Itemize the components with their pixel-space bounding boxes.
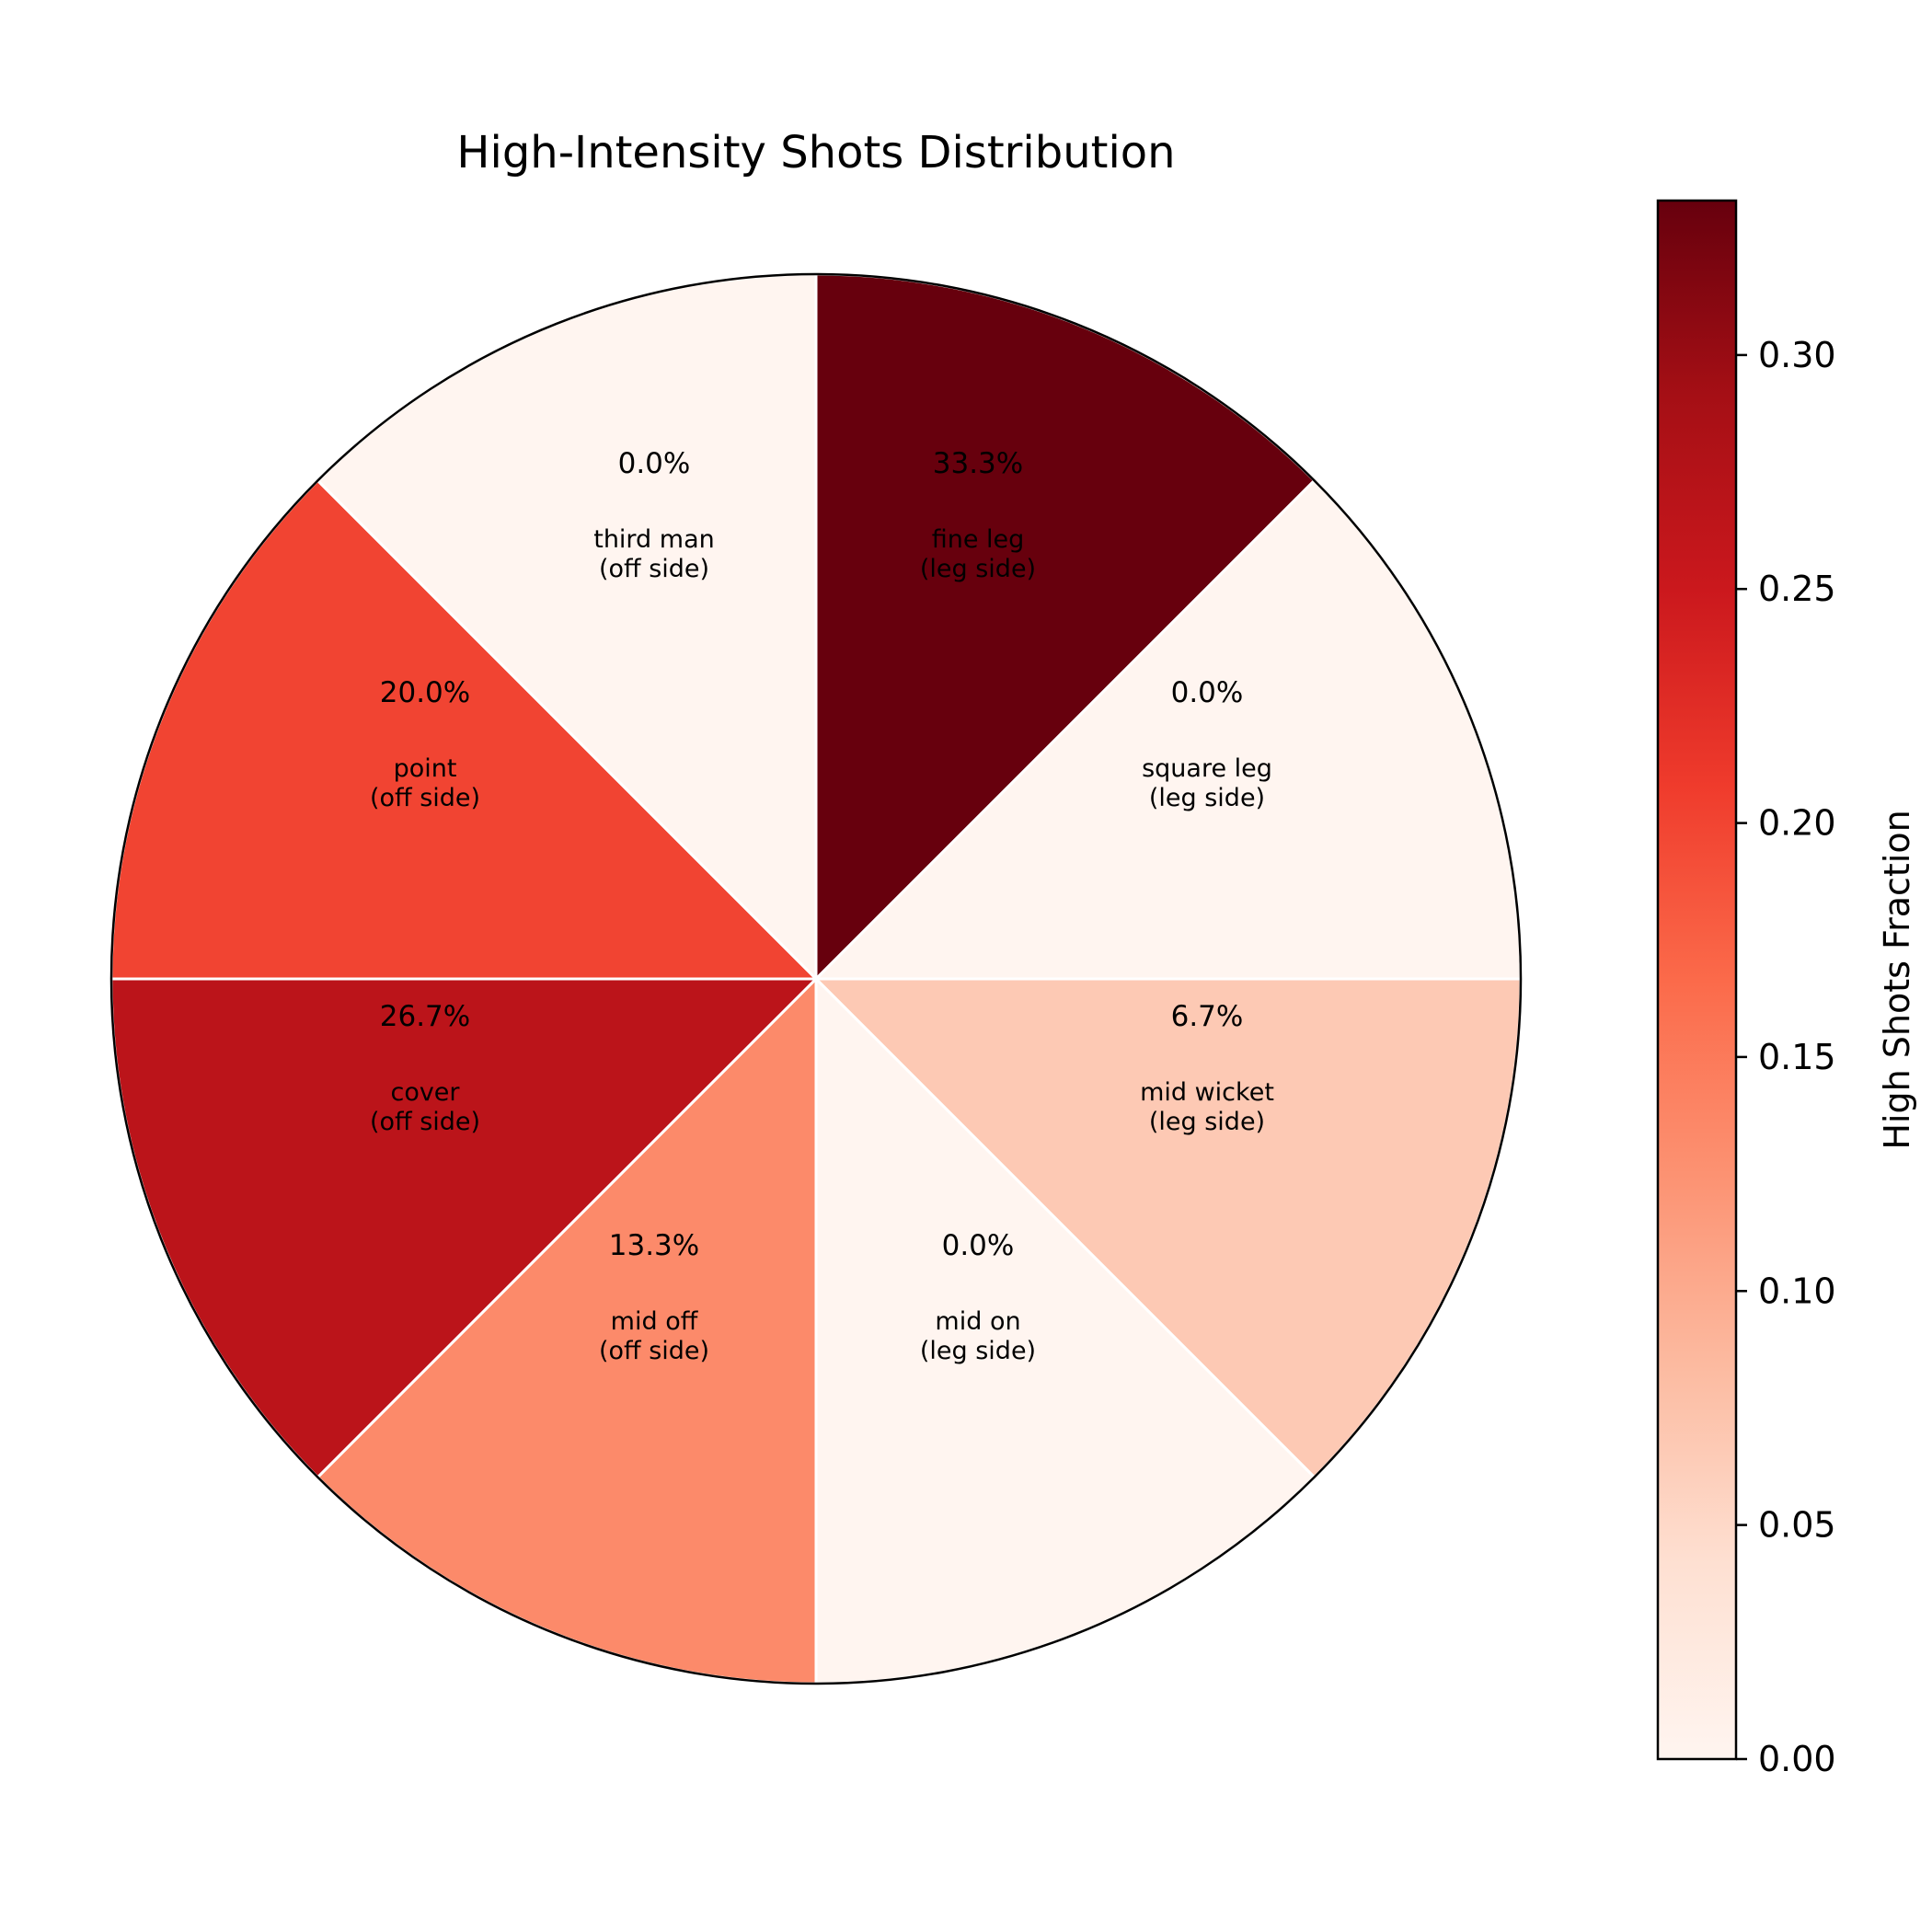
- colorbar-tick-label: 0.15: [1758, 1037, 1836, 1077]
- colorbar-tick-label: 0.10: [1758, 1271, 1836, 1311]
- side-label: (leg side): [920, 1337, 1036, 1365]
- category-label: square leg: [1142, 754, 1272, 783]
- side-label: (off side): [599, 555, 709, 583]
- colorbar-label: High Shots Fraction: [1877, 810, 1917, 1149]
- pct-label: 0.0%: [618, 447, 691, 480]
- colorbar-tick-label: 0.20: [1758, 803, 1836, 844]
- pct-label: 0.0%: [942, 1229, 1015, 1262]
- pct-label: 33.3%: [933, 447, 1023, 480]
- category-label: fine leg: [932, 525, 1025, 554]
- category-label: point: [394, 754, 457, 783]
- side-label: (off side): [599, 1337, 709, 1365]
- colorbar-tick-label: 0.05: [1758, 1505, 1836, 1546]
- category-label: cover: [390, 1078, 460, 1107]
- colorbar: 0.00 0.05 0.10 0.15 0.20 0.25 0.30 High Shots F…: [1656, 199, 1917, 1779]
- colorbar-tick-label: 0.30: [1758, 335, 1836, 375]
- side-label: (off side): [370, 1108, 480, 1136]
- category-label: third man: [593, 525, 715, 554]
- chart-title: High-Intensity Shots Distribution: [456, 127, 1175, 178]
- side-label: (leg side): [920, 555, 1036, 583]
- pie-labels: 33.3%fine leg(leg side)0.0%square leg(le…: [370, 447, 1274, 1365]
- pie-slices: [109, 272, 1523, 1685]
- category-label: mid on: [935, 1307, 1020, 1336]
- colorbar-tick-label: 0.00: [1758, 1739, 1836, 1779]
- pie-outline: [109, 272, 1523, 1685]
- category-label: mid off: [611, 1307, 699, 1336]
- pct-label: 0.0%: [1171, 676, 1244, 709]
- category-label: mid wicket: [1140, 1078, 1274, 1107]
- pct-label: 13.3%: [609, 1229, 699, 1262]
- side-label: (leg side): [1149, 784, 1265, 812]
- pct-label: 6.7%: [1171, 1000, 1244, 1033]
- pct-label: 20.0%: [380, 676, 470, 709]
- colorbar-tick-label: 0.25: [1758, 569, 1836, 609]
- pct-label: 26.7%: [380, 1000, 470, 1033]
- side-label: (off side): [370, 784, 480, 812]
- side-label: (leg side): [1149, 1108, 1265, 1136]
- colorbar-gradient: [1656, 199, 1738, 1761]
